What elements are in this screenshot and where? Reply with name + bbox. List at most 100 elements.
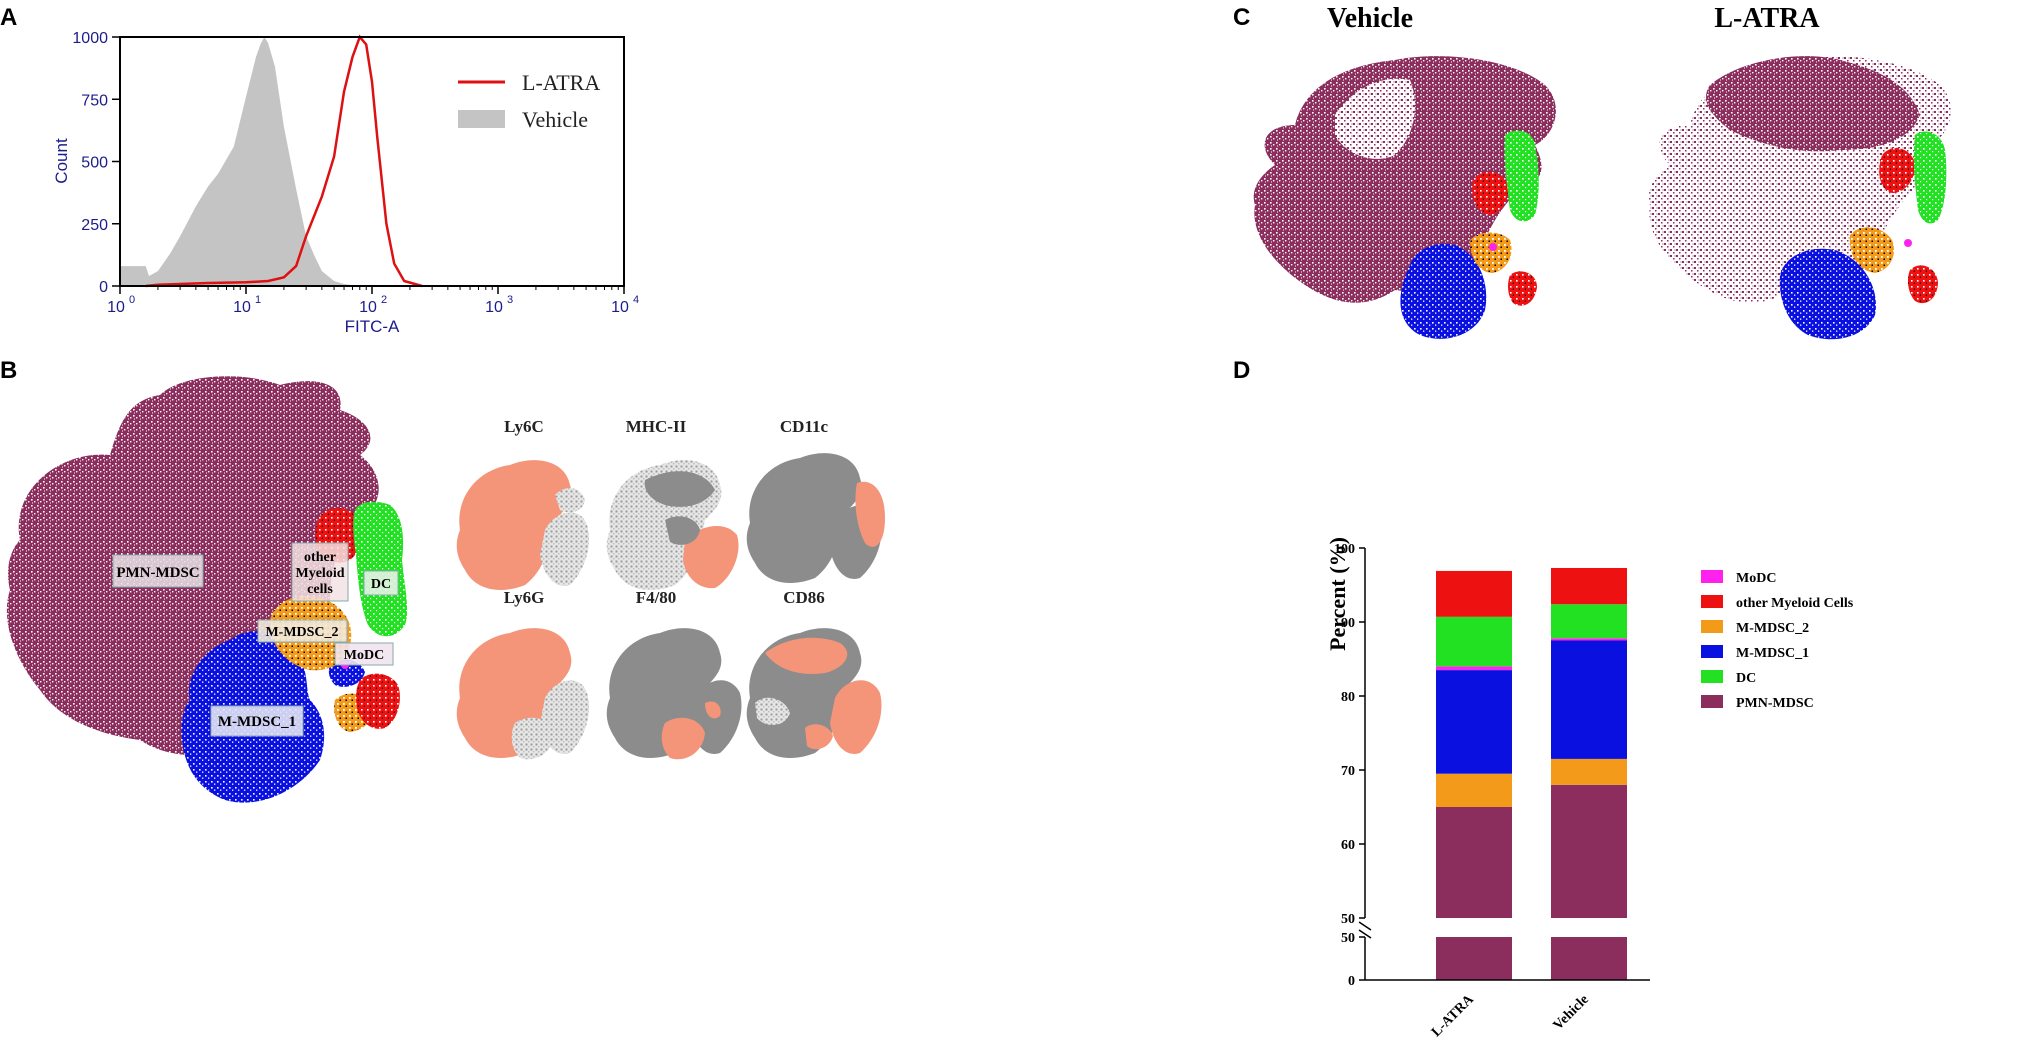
marker-title-ly6g: Ly6G: [504, 588, 545, 607]
bar-y-tick-label: 50: [1341, 912, 1355, 927]
marker-plot-cd11c: [746, 453, 885, 583]
bar-segment-other-myeloid-cells: [1436, 570, 1512, 617]
tsne-latra-modc: [1904, 239, 1912, 247]
histogram-x-tick-exponent: 0: [129, 294, 135, 306]
marker-plot-ly6c: [456, 460, 590, 590]
tsne-vehicle-m-mdsc-1: [1400, 243, 1487, 339]
svg-text:MoDC: MoDC: [344, 648, 384, 663]
bar-y-tick-label-lower: 50: [1341, 931, 1355, 946]
histogram-panel: 0 250 500 750 1000 10 0 10 1 10 2 10 3 10 4 Count FITC…: [52, 30, 639, 336]
legend-swatch: [1701, 645, 1723, 658]
bar-segment-pmn-mdsc: [1436, 807, 1512, 918]
legend-label: DC: [1736, 671, 1756, 686]
tsne-latra-m-mdsc-1: [1779, 248, 1876, 340]
legend-swatch: [1701, 670, 1723, 683]
marker-title-ly6c: Ly6C: [504, 417, 544, 436]
tsne-latra-dc: [1913, 131, 1947, 224]
cluster-label-other-myeloid: other Myeloid cells: [291, 542, 349, 602]
cluster-label-pmn-mdsc: PMN-MDSC: [112, 554, 204, 588]
cluster-label-dc: DC: [363, 570, 399, 596]
histogram-series-l-atra: [145, 34, 423, 288]
legend-swatch: [1701, 570, 1723, 583]
tsne-cluster-other-myeloid-lower: [356, 673, 400, 729]
tsne-vehicle-m-mdsc-2: [1470, 232, 1512, 273]
bar-y-tick-label: 70: [1341, 764, 1355, 779]
bar-legend: MoDC other Myeloid Cells M-MDSC_2 M-MDSC_1 D…: [1701, 570, 1854, 711]
bar-y-tick-label-lower: 0: [1348, 974, 1355, 989]
bar-segment-m-mdsc-2: [1551, 758, 1627, 785]
svg-text:cells: cells: [307, 582, 333, 597]
panel-label-c: C: [1233, 4, 1250, 31]
panel-label-b: B: [0, 357, 17, 384]
bar-segment-m-mdsc-1: [1436, 670, 1512, 774]
marker-title-mhc-ii: MHC-II: [626, 417, 687, 436]
bar-segment-m-mdsc-1: [1551, 640, 1627, 759]
bar-category-label: L-ATRA: [1429, 992, 1477, 1040]
bar-category-label: Vehicle: [1551, 992, 1592, 1033]
svg-text:DC: DC: [371, 577, 391, 592]
bar-segment-modc: [1551, 638, 1627, 641]
bar-segment-lower-pmn-mdsc: [1436, 937, 1512, 980]
marker-title-cd86: CD86: [783, 588, 825, 607]
histogram-x-tick-label: 10: [359, 299, 377, 316]
cluster-label-m-mdsc-2: M-MDSC_2: [257, 619, 348, 643]
bar-segment-dc: [1436, 616, 1512, 667]
tsne-map-vehicle: [1253, 56, 1556, 339]
histogram-y-tick-label: 250: [81, 217, 108, 234]
bar-axis-break-mark: [1358, 921, 1372, 939]
legend-label-vehicle: Vehicle: [522, 107, 588, 132]
stacked-bar-panel: L-ATRA Vehicle 50 60 70 80 90 100 0 50 Percent (%…: [1325, 537, 1854, 1040]
bar-segment-pmn-mdsc: [1551, 784, 1627, 918]
tsne-title-vehicle: Vehicle: [1327, 3, 1413, 34]
histogram-y-axis-label: Count: [52, 138, 71, 184]
tsne-map-l-atra: [1648, 56, 1951, 340]
histogram-x-tick-exponent: 1: [255, 294, 261, 306]
svg-text:PMN-MDSC: PMN-MDSC: [116, 565, 199, 581]
legend-label: MoDC: [1736, 571, 1776, 586]
bar-segment-lower-pmn-mdsc: [1551, 937, 1627, 980]
histogram-x-tick-exponent: 2: [381, 294, 387, 306]
tsne-cluster-dc: [353, 501, 408, 637]
tsne-vehicle-other-myeloid-lower: [1508, 271, 1537, 306]
legend-label: PMN-MDSC: [1736, 696, 1814, 711]
legend-label-l-atra: L-ATRA: [522, 70, 600, 95]
legend-label: other Myeloid Cells: [1736, 596, 1854, 611]
bar-y-tick-label: 90: [1341, 616, 1355, 631]
histogram-y-tick-label: 1000: [72, 30, 108, 47]
bar-segment-m-mdsc-2: [1436, 773, 1512, 807]
bar-y-tick-label: 80: [1341, 690, 1355, 705]
bar-segment-modc: [1436, 666, 1512, 671]
legend-label: M-MDSC_1: [1736, 646, 1809, 661]
tsne-vehicle-modc: [1489, 243, 1497, 251]
legend-swatch: [1701, 695, 1723, 708]
tsne-cluster-m-mdsc-1-small: [328, 659, 365, 687]
histogram-x-tick-exponent: 4: [633, 294, 639, 306]
histogram-x-tick-label: 10: [233, 299, 251, 316]
histogram-x-tick-label: 10: [611, 299, 629, 316]
panel-label-d: D: [1233, 357, 1250, 384]
cluster-label-modc: MoDC: [334, 642, 394, 666]
histogram-y-tick-label: 750: [81, 92, 108, 109]
bar-y-tick-label: 100: [1334, 542, 1355, 557]
legend-label: M-MDSC_2: [1736, 621, 1809, 636]
svg-text:other: other: [304, 550, 336, 565]
tsne-title-l-atra: L-ATRA: [1714, 3, 1820, 34]
marker-title-f4-80: F4/80: [636, 588, 677, 607]
marker-plot-mhc-ii: [606, 460, 739, 590]
svg-text:Myeloid: Myeloid: [296, 566, 345, 581]
tsne-vehicle-pmn-sparse: [1335, 78, 1415, 159]
bar-segment-dc: [1551, 604, 1627, 639]
marker-plot-cd86: [746, 628, 882, 758]
tsne-latra-pmn: [1706, 56, 1920, 152]
marker-title-cd11c: CD11c: [780, 417, 829, 436]
bar-segment-other-myeloid-cells: [1551, 567, 1627, 605]
marker-plot-ly6g: [456, 628, 590, 760]
panel-label-a: A: [0, 4, 17, 31]
histogram-series-vehicle: [120, 37, 360, 286]
histogram-y-tick-label: 500: [81, 155, 108, 172]
histogram-x-tick-label: 10: [485, 299, 503, 316]
legend-swatch-vehicle: [458, 110, 505, 128]
bar-y-tick-label: 60: [1341, 838, 1355, 853]
histogram-x-tick-exponent: 3: [507, 294, 513, 306]
